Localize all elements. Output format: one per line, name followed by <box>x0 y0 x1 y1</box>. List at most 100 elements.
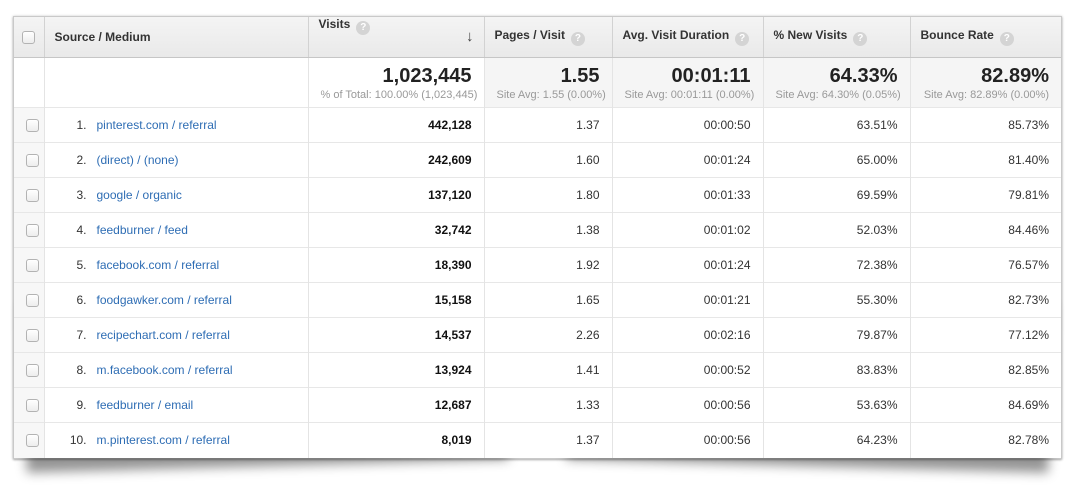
source-medium-link[interactable]: facebook.com / referral <box>96 258 220 272</box>
row-rank: 8. <box>76 363 87 377</box>
row-checkbox-cell <box>14 142 44 178</box>
source-medium-link[interactable]: feedburner / email <box>96 398 194 412</box>
row-checkbox-cell <box>14 422 44 458</box>
bounce-rate-value: 79.81% <box>909 177 1061 213</box>
source-medium-link[interactable]: m.facebook.com / referral <box>96 363 233 377</box>
column-label: Visits <box>318 17 351 31</box>
row-checkbox-cell <box>14 107 44 143</box>
table-row: 8. m.facebook.com / referral 13,924 1.41 … <box>14 352 1061 388</box>
row-checkbox[interactable] <box>26 189 39 203</box>
row-rank: 3. <box>76 188 87 202</box>
row-checkbox-cell <box>14 247 44 283</box>
column-label: Avg. Visit Duration <box>622 28 730 42</box>
select-all-checkbox[interactable] <box>22 31 36 45</box>
new-visits-value: 65.00% <box>762 142 910 178</box>
source-medium-link[interactable]: google / organic <box>96 188 182 202</box>
pages-per-visit-value: 1.60 <box>483 142 612 178</box>
pages-per-visit-value: 1.41 <box>483 352 612 388</box>
row-checkbox[interactable] <box>26 119 39 133</box>
column-label: Bounce Rate <box>920 28 994 42</box>
table-row: 2. (direct) / (none) 242,609 1.60 00:01:2… <box>14 142 1061 178</box>
total-bounce-rate: 82.89% <box>981 64 1049 87</box>
source-medium-cell: 3. google / organic <box>43 177 308 213</box>
avg-visit-duration-value: 00:00:50 <box>611 107 763 143</box>
bounce-rate-value: 84.69% <box>909 387 1061 423</box>
row-rank: 4. <box>76 223 87 237</box>
table-row: 3. google / organic 137,120 1.80 00:01:33… <box>14 177 1061 213</box>
new-visits-value: 64.23% <box>762 422 910 458</box>
row-rank: 1. <box>76 118 87 132</box>
source-medium-link[interactable]: feedburner / feed <box>96 223 188 237</box>
source-medium-link[interactable]: recipechart.com / referral <box>96 328 230 342</box>
column-header-new-visits[interactable]: % New Visits? <box>762 17 910 58</box>
avg-visit-duration-value: 00:01:24 <box>611 142 763 178</box>
summary-visits: 1,023,445 % of Total: 100.00% (1,023,445… <box>307 57 484 108</box>
source-medium-cell: 8. m.facebook.com / referral <box>43 352 308 388</box>
total-avg-duration: 00:01:11 <box>671 64 751 87</box>
help-icon[interactable]: ? <box>356 21 371 35</box>
help-icon[interactable]: ? <box>570 32 585 46</box>
avg-visit-duration-value: 00:00:56 <box>611 422 763 458</box>
row-checkbox[interactable] <box>26 259 39 273</box>
bounce-rate-value: 82.78% <box>909 422 1061 458</box>
summary-new-visits: 64.33% Site Avg: 64.30% (0.05%) <box>762 57 910 108</box>
visits-value: 12,687 <box>307 387 484 423</box>
row-rank: 5. <box>76 258 87 272</box>
select-all-cell <box>14 17 44 58</box>
row-checkbox[interactable] <box>26 364 39 378</box>
row-checkbox-cell <box>14 177 44 213</box>
total-visits: 1,023,445 <box>382 64 472 87</box>
help-icon[interactable]: ? <box>853 32 868 46</box>
source-medium-link[interactable]: (direct) / (none) <box>96 153 179 167</box>
help-icon[interactable]: ? <box>999 32 1014 46</box>
bounce-rate-value: 82.73% <box>909 282 1061 318</box>
source-medium-link[interactable]: m.pinterest.com / referral <box>96 433 230 448</box>
column-header-source-medium[interactable]: Source / Medium <box>43 17 308 58</box>
new-visits-value: 79.87% <box>762 317 910 353</box>
sort-descending-icon: ↓ <box>466 28 474 45</box>
row-checkbox[interactable] <box>26 224 39 238</box>
column-header-visits[interactable]: Visits? ↓ <box>307 17 484 58</box>
total-visits-note: % of Total: 100.00% (1,023,445) <box>320 88 478 101</box>
table-row: 7. recipechart.com / referral 14,537 2.26… <box>14 317 1061 353</box>
row-rank: 10. <box>69 433 87 448</box>
row-checkbox-cell <box>14 352 44 388</box>
table-row: 10. m.pinterest.com / referral 8,019 1.37… <box>14 422 1061 458</box>
help-icon[interactable]: ? <box>735 32 750 46</box>
new-visits-value: 72.38% <box>762 247 910 283</box>
avg-visit-duration-value: 00:02:16 <box>611 317 763 353</box>
visits-value: 242,609 <box>307 142 484 178</box>
pages-per-visit-value: 1.37 <box>483 422 612 458</box>
bounce-rate-value: 84.46% <box>909 212 1061 248</box>
column-header-pages-per-visit[interactable]: Pages / Visit? <box>483 17 612 58</box>
source-medium-cell: 9. feedburner / email <box>43 387 308 423</box>
avg-visit-duration-value: 00:01:24 <box>611 247 763 283</box>
row-rank: 9. <box>76 398 87 412</box>
visits-value: 18,390 <box>307 247 484 283</box>
source-medium-link[interactable]: pinterest.com / referral <box>96 118 217 132</box>
row-checkbox-cell <box>14 317 44 353</box>
source-medium-table: Source / Medium Visits? ↓ Pages / Visit?… <box>14 17 1061 458</box>
column-label: Source / Medium <box>54 30 151 44</box>
new-visits-value: 55.30% <box>762 282 910 318</box>
visits-value: 442,128 <box>307 107 484 143</box>
avg-visit-duration-value: 00:00:56 <box>611 387 763 423</box>
row-checkbox[interactable] <box>26 399 39 413</box>
row-checkbox[interactable] <box>26 294 39 308</box>
column-header-bounce-rate[interactable]: Bounce Rate? <box>909 17 1061 58</box>
column-header-avg-visit-duration[interactable]: Avg. Visit Duration? <box>611 17 763 58</box>
table-row: 1. pinterest.com / referral 442,128 1.37 … <box>14 107 1061 143</box>
row-checkbox-cell <box>14 387 44 423</box>
column-label: Pages / Visit <box>494 28 565 42</box>
source-medium-link[interactable]: foodgawker.com / referral <box>96 293 232 307</box>
row-checkbox[interactable] <box>26 329 39 343</box>
table-row: 5. facebook.com / referral 18,390 1.92 00… <box>14 247 1061 283</box>
bounce-rate-value: 85.73% <box>909 107 1061 143</box>
row-checkbox[interactable] <box>26 434 39 448</box>
row-checkbox-cell <box>14 282 44 318</box>
pages-per-visit-value: 2.26 <box>483 317 612 353</box>
source-medium-cell: 4. feedburner / feed <box>43 212 308 248</box>
row-checkbox[interactable] <box>26 154 39 168</box>
total-new-visits: 64.33% <box>829 64 898 87</box>
